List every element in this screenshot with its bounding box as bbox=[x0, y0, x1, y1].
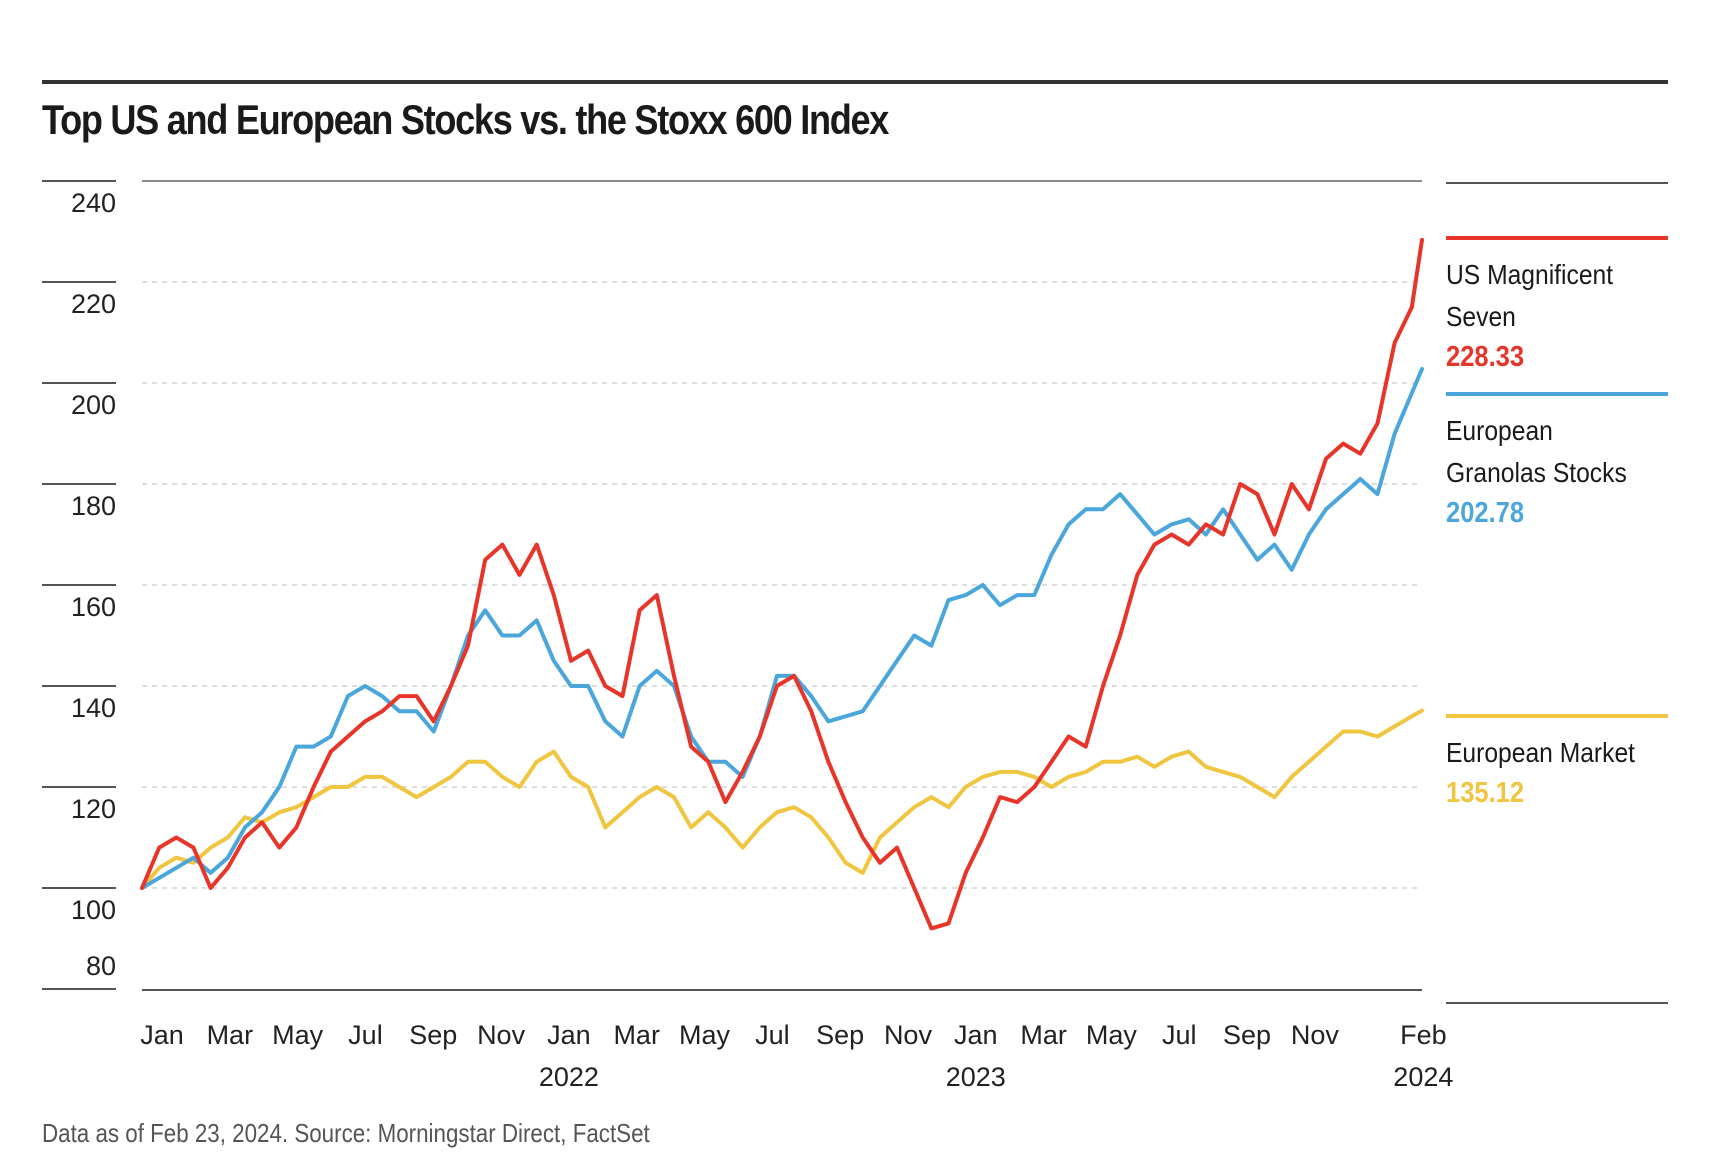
legend-value: 228.33 bbox=[1446, 341, 1525, 373]
y-tick-label: 140 bbox=[71, 693, 116, 723]
legend-item-european-market: European Market 135.12 bbox=[1446, 714, 1668, 812]
legend-value: 202.78 bbox=[1446, 497, 1525, 529]
gridlines bbox=[142, 180, 1422, 889]
x-tick-label: Mar bbox=[613, 1020, 660, 1050]
legend-label: US Magnificent Seven bbox=[1446, 254, 1641, 338]
chart-title: Top US and European Stocks vs. the Stoxx… bbox=[42, 96, 889, 143]
y-tick-label: 180 bbox=[71, 491, 116, 521]
legend-swatch bbox=[1446, 236, 1668, 240]
legend-value: 135.12 bbox=[1446, 777, 1525, 809]
source-note: Data as of Feb 23, 2024. Source: Morning… bbox=[42, 1118, 650, 1148]
x-tick-label: May bbox=[679, 1020, 731, 1050]
x-tick-label: Mar bbox=[207, 1020, 254, 1050]
legend-label-line2: Granolas Stocks bbox=[1446, 457, 1627, 488]
legend-item-us-magnificent-seven: US Magnificent Seven 228.33 bbox=[1446, 236, 1668, 376]
x-tick-label: Jul bbox=[348, 1020, 383, 1050]
x-tick-label: Jul bbox=[1162, 1020, 1197, 1050]
series-lines bbox=[140, 237, 1424, 931]
x-tick-label: Nov bbox=[884, 1020, 933, 1050]
x-tick-label: Sep bbox=[409, 1020, 457, 1050]
legend-label-line2: Seven bbox=[1446, 301, 1516, 332]
legend-top-rule bbox=[1446, 182, 1668, 184]
y-axis: 240 220 200 180 160 140 120 100 80 bbox=[42, 180, 116, 990]
y-tick-label: 220 bbox=[71, 289, 116, 319]
y-tick-label: 200 bbox=[71, 390, 116, 420]
y-tick-label: 120 bbox=[71, 794, 116, 824]
x-year-label: 2022 bbox=[539, 1062, 599, 1092]
x-tick-label: Jan bbox=[140, 1020, 184, 1050]
legend-label-line1: European bbox=[1446, 415, 1553, 446]
y-tick-label: 80 bbox=[86, 951, 116, 981]
x-axis: Jan Mar May Jul Sep Nov Jan 2022 Mar May Jul Sep Nov… bbox=[140, 989, 1453, 1092]
series-line-european-granolas-stocks bbox=[140, 367, 1424, 890]
x-year-label: 2024 bbox=[1393, 1062, 1453, 1092]
legend-label-line1: European Market bbox=[1446, 737, 1636, 768]
x-tick-label: May bbox=[1086, 1020, 1138, 1050]
legend-label: European Market bbox=[1446, 732, 1641, 774]
series-line-european-market bbox=[140, 708, 1424, 890]
x-tick-label: Jul bbox=[755, 1020, 790, 1050]
x-tick-label: Jan bbox=[547, 1020, 591, 1050]
x-tick-label: Jan bbox=[954, 1020, 998, 1050]
legend-swatch bbox=[1446, 392, 1668, 396]
x-tick-label: Mar bbox=[1020, 1020, 1067, 1050]
series-line-us-magnificent-seven bbox=[140, 237, 1424, 931]
legend-swatch bbox=[1446, 714, 1668, 718]
x-tick-label: Nov bbox=[1291, 1020, 1340, 1050]
y-tick-label: 100 bbox=[71, 895, 116, 925]
legend-label-line1: US Magnificent bbox=[1446, 259, 1614, 290]
legend-bottom-rule bbox=[1446, 1002, 1668, 1004]
y-tick-label: 240 bbox=[71, 188, 116, 218]
y-tick-label: 160 bbox=[71, 592, 116, 622]
x-tick-label: Nov bbox=[477, 1020, 526, 1050]
legend-label: European Granolas Stocks bbox=[1446, 410, 1641, 494]
x-tick-label: Feb bbox=[1400, 1020, 1447, 1050]
x-tick-label: May bbox=[272, 1020, 324, 1050]
legend-item-european-granolas: European Granolas Stocks 202.78 bbox=[1446, 392, 1668, 532]
x-year-label: 2023 bbox=[946, 1062, 1006, 1092]
x-tick-label: Sep bbox=[816, 1020, 864, 1050]
x-tick-label: Sep bbox=[1223, 1020, 1271, 1050]
top-rule bbox=[42, 80, 1668, 84]
